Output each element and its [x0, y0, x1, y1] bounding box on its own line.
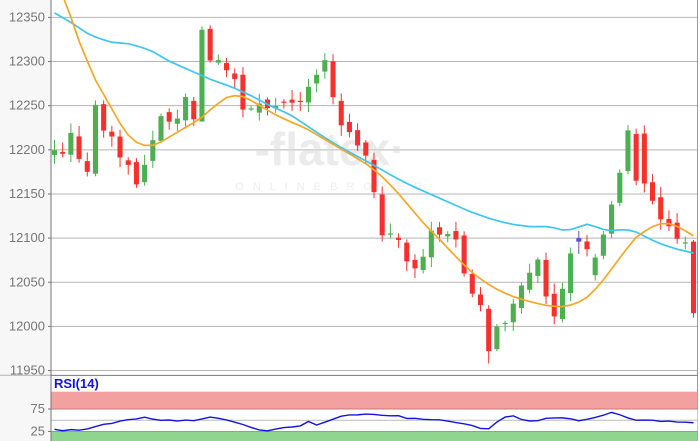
svg-text:75: 75	[31, 401, 45, 416]
svg-text:12350: 12350	[9, 9, 45, 24]
svg-text:12250: 12250	[9, 98, 45, 113]
svg-text:12300: 12300	[9, 54, 45, 69]
svg-text:25: 25	[31, 424, 45, 439]
svg-text:12200: 12200	[9, 142, 45, 157]
svg-text:RSI(14): RSI(14)	[54, 376, 99, 391]
svg-text:12050: 12050	[9, 274, 45, 289]
svg-text:12150: 12150	[9, 186, 45, 201]
svg-text:12100: 12100	[9, 230, 45, 245]
svg-text:-flatex·: -flatex·	[255, 123, 406, 175]
svg-text:12000: 12000	[9, 318, 45, 333]
